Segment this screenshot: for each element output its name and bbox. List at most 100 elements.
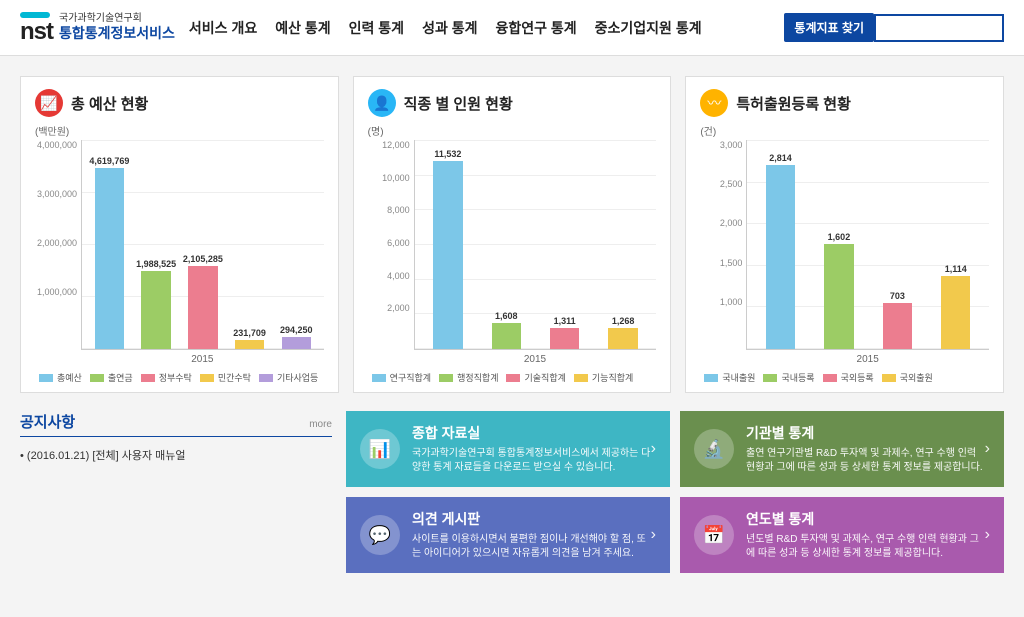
bar: 1,311 — [544, 316, 586, 349]
legend-label: 민간수탁 — [218, 371, 251, 384]
legend-label: 행정직합계 — [457, 371, 498, 384]
bar: 1,608 — [485, 311, 527, 349]
y-tick: 2,000 — [368, 303, 410, 313]
tile-title: 종합 자료실 — [412, 423, 651, 443]
nav-tile[interactable]: 🔬기관별 통계출연 연구기관별 R&D 투자액 및 과제수, 연구 수행 인력 … — [680, 411, 1004, 487]
legend-swatch — [823, 374, 837, 382]
bar-value-label: 2,105,285 — [183, 254, 223, 264]
nav-tile[interactable]: 📊 종합 자료실국가과학기술연구회 통합통계정보서비스에서 제공하는 다양한 통계… — [346, 411, 670, 487]
notice-more-link[interactable]: more — [309, 419, 332, 430]
legend-swatch — [372, 374, 386, 382]
legend: 연구직합계행정직합계기술직합계기능직합계 — [372, 371, 657, 384]
search: 통계지표 찾기 — [784, 13, 1004, 42]
tile-icon: 📅 — [694, 515, 734, 555]
legend-label: 국내출원 — [722, 371, 755, 384]
chevron-right-icon: › — [651, 440, 656, 458]
tile-desc: 사이트를 이용하시면서 불편한 점이나 개선해야 할 점, 또는 아이디어가 있… — [412, 533, 651, 561]
x-axis-label: 2015 — [746, 354, 989, 365]
legend-swatch — [763, 374, 777, 382]
nav-tile[interactable]: 💬의견 게시판사이트를 이용하시면서 불편한 점이나 개선해야 할 점, 또는 … — [346, 497, 670, 573]
legend-item: 기능직합계 — [574, 371, 633, 384]
x-axis-label: 2015 — [81, 354, 324, 365]
tile-desc: 국가과학기술연구회 통합통계정보서비스에서 제공하는 다양한 통계 자료들을 다… — [412, 447, 651, 475]
org-name: 국가과학기술연구회 — [59, 13, 175, 25]
notice-list: (2016.01.21) [전체] 사용자 매뉴얼 — [20, 445, 332, 465]
y-tick: 2,500 — [700, 179, 742, 189]
legend-item: 총예산 — [39, 371, 82, 384]
chevron-right-icon: › — [651, 526, 656, 544]
search-input[interactable] — [874, 14, 1004, 42]
legend-label: 정부수탁 — [159, 371, 192, 384]
chart-card: 📈총 예산 현황(백만원)4,000,0003,000,0002,000,000… — [20, 76, 339, 393]
legend-label: 국내등록 — [781, 371, 814, 384]
chart-icon: 〰 — [700, 89, 728, 117]
legend-item: 민간수탁 — [200, 371, 251, 384]
bar: 703 — [876, 291, 918, 349]
bar: 1,268 — [602, 316, 644, 349]
bar-value-label: 231,709 — [233, 328, 266, 338]
bar: 294,250 — [275, 325, 317, 349]
notice-item[interactable]: (2016.01.21) [전체] 사용자 매뉴얼 — [20, 445, 332, 465]
y-tick: 1,500 — [700, 258, 742, 268]
legend-swatch — [39, 374, 53, 382]
search-button[interactable]: 통계지표 찾기 — [784, 13, 874, 42]
chart-title: 총 예산 현황 — [71, 93, 148, 114]
legend-swatch — [90, 374, 104, 382]
chart-card: 👤직종 별 인원 현황(명)12,00010,0008,0006,0004,00… — [353, 76, 672, 393]
chart-unit: (백만원) — [35, 123, 324, 138]
charts-row: 📈총 예산 현황(백만원)4,000,0003,000,0002,000,000… — [20, 76, 1004, 393]
bar: 4,619,769 — [88, 156, 130, 349]
legend-label: 총예산 — [57, 371, 82, 384]
service-name: 통합통계정보서비스 — [59, 25, 175, 42]
bar-value-label: 294,250 — [280, 325, 313, 335]
bar-value-label: 1,311 — [554, 316, 576, 326]
y-tick: 1,000,000 — [35, 287, 77, 297]
y-tick: 2,000 — [700, 218, 742, 228]
chart-title: 직종 별 인원 현황 — [404, 93, 513, 114]
legend-item: 기타사업등 — [259, 371, 318, 384]
legend-swatch — [259, 374, 273, 382]
legend: 국내출원 국내등록 국외등록 국외출원 — [704, 371, 989, 384]
bar: 1,988,525 — [135, 259, 177, 349]
bar-value-label: 703 — [890, 291, 905, 301]
nav-performance-stats[interactable]: 성과 통계 — [422, 18, 477, 38]
tile-title: 의견 게시판 — [412, 509, 651, 529]
logo[interactable]: nst 국가과학기술연구회 통합통계정보서비스 — [20, 12, 175, 44]
legend-item: 출연금 — [90, 371, 133, 384]
legend-item: 국내등록 — [763, 371, 814, 384]
tile-icon: 📊 — [360, 429, 400, 469]
y-tick: 2,000,000 — [35, 238, 77, 248]
legend-swatch — [574, 374, 588, 382]
nav-service-overview[interactable]: 서비스 개요 — [189, 18, 257, 38]
bar: 1,114 — [935, 264, 977, 349]
chart-unit: (건) — [700, 123, 989, 138]
y-tick: 6,000 — [368, 238, 410, 248]
legend-label: 기타사업등 — [277, 371, 318, 384]
y-tick: 10,000 — [368, 173, 410, 183]
chart-icon: 📈 — [35, 89, 63, 117]
y-tick: 12,000 — [368, 140, 410, 150]
nav-sme-support-stats[interactable]: 중소기업지원 통계 — [595, 18, 702, 38]
bar-value-label: 1,602 — [828, 232, 851, 242]
legend-swatch — [882, 374, 896, 382]
legend-item: 국외등록 — [823, 371, 874, 384]
nav-tile[interactable]: 📅연도별 통계년도별 R&D 투자액 및 과제수, 연구 수행 인력 현황과 그… — [680, 497, 1004, 573]
chart-title: 특허출원등록 현황 — [736, 93, 851, 114]
tile-icon: 🔬 — [694, 429, 734, 469]
bar: 2,814 — [760, 153, 802, 349]
nav-personnel-stats[interactable]: 인력 통계 — [349, 18, 404, 38]
legend-item: 행정직합계 — [439, 371, 498, 384]
chevron-right-icon: › — [985, 526, 990, 544]
tile-desc: 년도별 R&D 투자액 및 과제수, 연구 수행 인력 현황과 그에 따른 성과… — [746, 533, 985, 561]
legend-item: 정부수탁 — [141, 371, 192, 384]
nav-budget-stats[interactable]: 예산 통계 — [275, 18, 330, 38]
bar-value-label: 2,814 — [769, 153, 792, 163]
notice-panel: 공지사항 more (2016.01.21) [전체] 사용자 매뉴얼 — [20, 411, 332, 573]
legend-swatch — [141, 374, 155, 382]
legend-label: 국외출원 — [900, 371, 933, 384]
legend-swatch — [506, 374, 520, 382]
legend-label: 기능직합계 — [592, 371, 633, 384]
nav-convergence-stats[interactable]: 융합연구 통계 — [495, 18, 576, 38]
bar-value-label: 1,268 — [612, 316, 635, 326]
bar: 231,709 — [229, 328, 271, 349]
